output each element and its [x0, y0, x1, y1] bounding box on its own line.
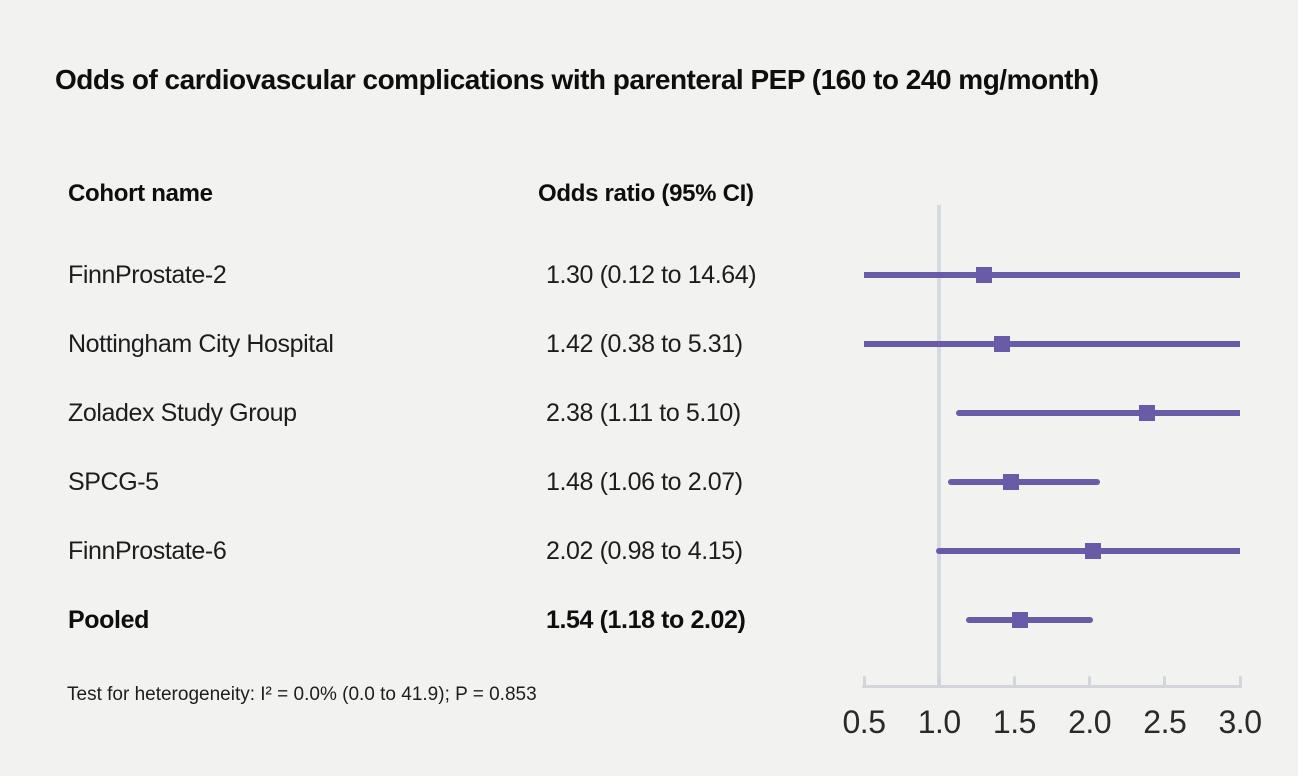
x-axis-tick-label: 1.5: [992, 704, 1036, 740]
x-axis-tick-label: 1.0: [917, 704, 961, 740]
cohort-name: Pooled: [68, 606, 149, 634]
x-axis-tick: [1088, 676, 1092, 688]
odds-ratio-value: 2.38 (1.11 to 5.10): [546, 399, 741, 427]
x-axis-tick-label: 2.5: [1143, 704, 1187, 740]
x-axis-tick-label: 2.0: [1068, 704, 1112, 740]
confidence-interval-line: [864, 272, 1240, 278]
confidence-interval-line: [948, 479, 1101, 485]
estimate-marker: [1138, 405, 1155, 421]
cohort-name: FinnProstate-6: [68, 537, 227, 565]
odds-ratio-value: 1.48 (1.06 to 2.07): [546, 468, 743, 496]
x-axis-line: [862, 685, 1242, 688]
estimate-marker: [1003, 474, 1020, 490]
cohort-name: Nottingham City Hospital: [68, 330, 334, 358]
reference-line: [937, 205, 942, 688]
page-title: Odds of cardiovascular complications wit…: [55, 64, 1099, 95]
x-axis-tick: [1012, 676, 1016, 688]
x-axis-tick-label: 3.0: [1218, 704, 1262, 740]
estimate-marker: [994, 336, 1011, 352]
x-axis-tick: [1163, 676, 1167, 688]
heterogeneity-note: Test for heterogeneity: I² = 0.0% (0.0 t…: [67, 684, 537, 705]
x-axis-tick: [862, 676, 866, 688]
odds-ratio-value: 1.54 (1.18 to 2.02): [546, 606, 746, 634]
estimate-marker: [1084, 543, 1101, 559]
cohort-name: FinnProstate-2: [68, 261, 227, 289]
cohort-name: Zoladex Study Group: [68, 399, 297, 427]
odds-ratio-value: 2.02 (0.98 to 4.15): [546, 537, 743, 565]
x-axis-tick: [937, 676, 941, 688]
estimate-marker: [976, 267, 993, 283]
x-axis-tick-label: 0.5: [842, 704, 886, 740]
odds-ratio-value: 1.42 (0.38 to 5.31): [546, 330, 743, 358]
cohort-name: SPCG-5: [68, 468, 159, 496]
confidence-interval-line: [966, 617, 1093, 623]
x-axis-tick: [1238, 676, 1242, 688]
column-header-odds-ratio: Odds ratio (95% CI): [538, 180, 754, 207]
column-header-cohort-name: Cohort name: [68, 180, 213, 207]
confidence-interval-line: [864, 341, 1240, 347]
confidence-interval-line: [955, 410, 1240, 416]
estimate-marker: [1012, 612, 1029, 628]
odds-ratio-value: 1.30 (0.12 to 14.64): [546, 261, 757, 289]
